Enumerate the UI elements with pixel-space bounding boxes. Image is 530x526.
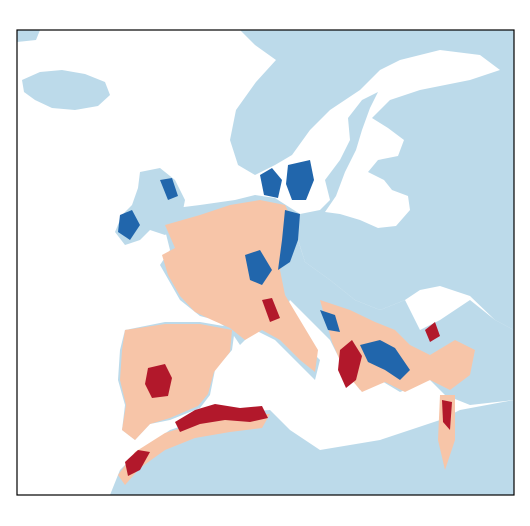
blue-scotland xyxy=(160,178,178,200)
greenland-edge xyxy=(17,30,40,42)
peach-iberia xyxy=(120,324,232,440)
blue-sweden xyxy=(286,160,314,200)
red-levant xyxy=(442,400,452,430)
scandinavia-russia xyxy=(230,30,514,330)
blue-norway xyxy=(260,168,282,198)
red-africa xyxy=(125,450,150,476)
iceland xyxy=(22,70,110,110)
blue-baltic xyxy=(278,210,300,270)
blue-adriatic xyxy=(320,310,340,332)
red-anatolia xyxy=(425,322,440,342)
peach-france-germany xyxy=(162,200,318,372)
blue-balkans xyxy=(360,340,410,380)
red-south-spain xyxy=(175,404,268,432)
frame xyxy=(16,29,515,496)
strong-increase xyxy=(125,298,452,476)
red-greece xyxy=(338,340,362,388)
red-central-spain xyxy=(145,364,172,398)
map-body xyxy=(17,30,514,495)
decrease xyxy=(118,160,410,380)
peach-africa-coast xyxy=(118,414,270,485)
red-alps xyxy=(262,298,280,322)
blue-germany xyxy=(245,250,272,285)
blue-britain xyxy=(118,210,140,240)
